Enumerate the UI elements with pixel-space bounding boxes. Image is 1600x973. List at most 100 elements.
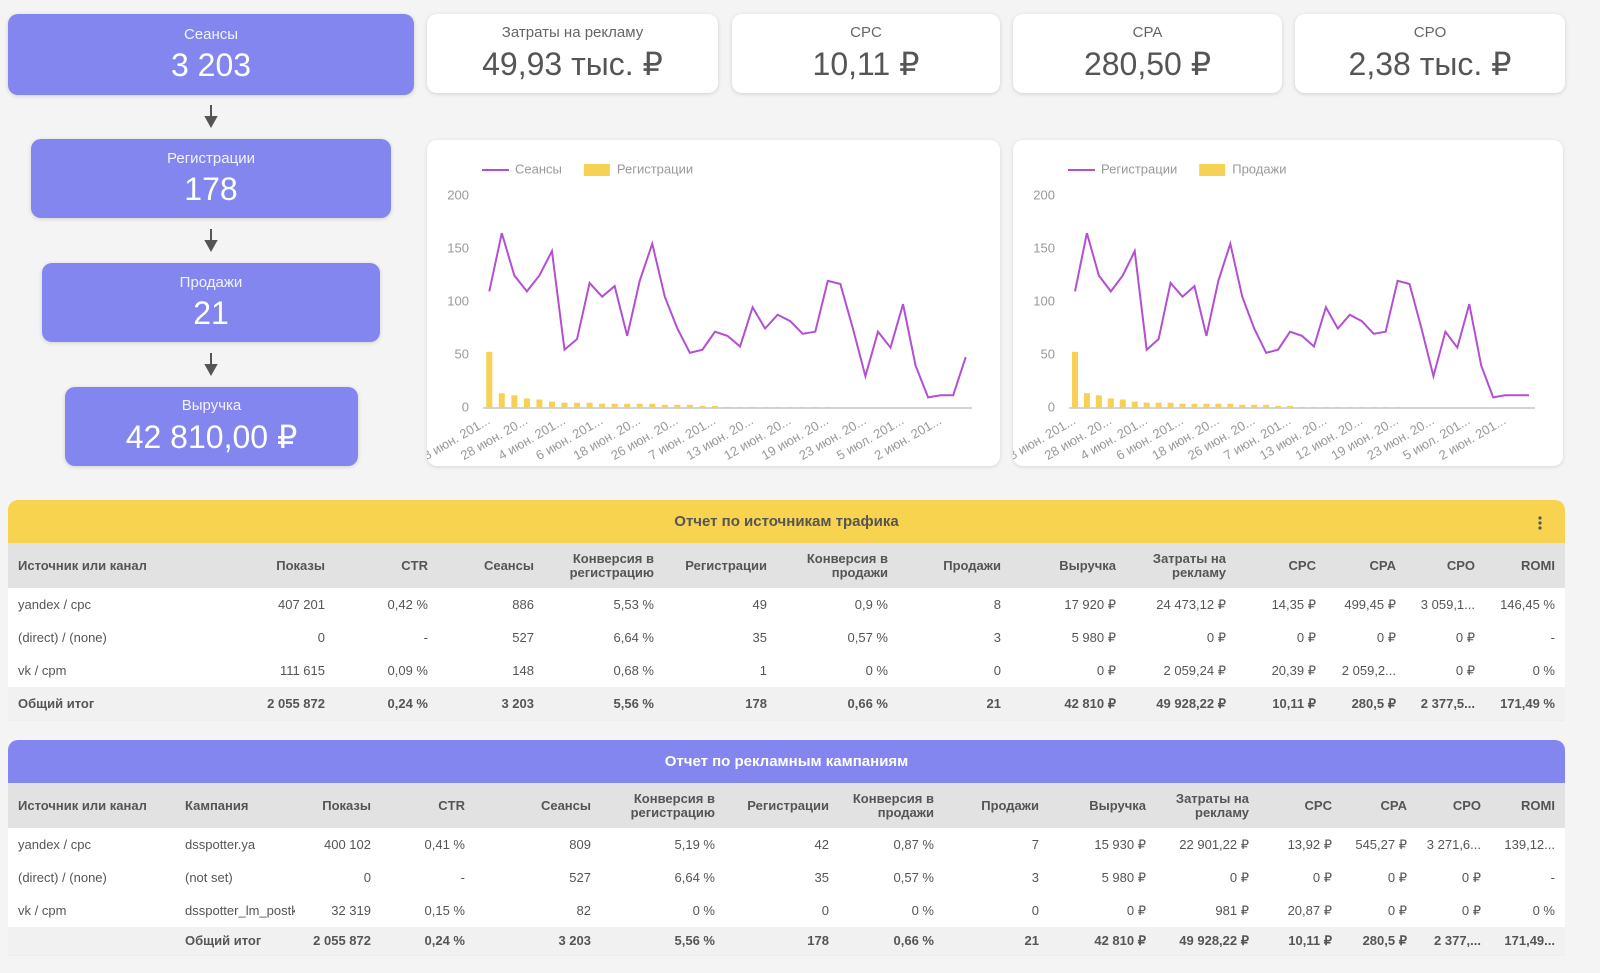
table-cell: 21 [1024, 933, 1039, 948]
table-cell: 0 [317, 629, 325, 645]
table-cell: 809 [569, 836, 591, 852]
funnel-label: Продажи [179, 273, 243, 291]
bar [1083, 393, 1090, 408]
column-header: Источник или канал [18, 797, 147, 813]
table-title: Отчет по источникам трафика [674, 513, 899, 530]
table-cell: 20,87 ₽ [1287, 902, 1332, 918]
bar [536, 399, 543, 408]
table-cell: 5,56 % [613, 695, 654, 711]
table-cell: 2 377,... [1434, 933, 1481, 948]
column-header: Источник или канал [18, 557, 147, 573]
column-header: Конверсия в продажи [806, 550, 888, 580]
y-tick-label: 100 [447, 293, 469, 308]
column-header: Кампания [185, 797, 249, 813]
table-cell: Общий итог [18, 695, 95, 711]
table-cell: 139,12... [1504, 836, 1555, 852]
table-cell: 0,87 % [893, 836, 934, 852]
bar [1346, 406, 1353, 408]
bar [824, 406, 831, 408]
table-cell: 0,42 % [387, 596, 428, 612]
bar [548, 401, 555, 408]
table-cell: 5,56 % [674, 933, 715, 948]
column-header: ROMI [1521, 557, 1555, 573]
chart-card: 0 50 100 150 200 8 июн. 201... 28 июн. 20... 4 … [420, 140, 1000, 466]
table-cell: 49 [752, 596, 767, 612]
table-cell: 8 [993, 596, 1001, 612]
bar [1191, 403, 1198, 408]
table-cell: 13,92 ₽ [1287, 836, 1332, 852]
table-title: Отчет по рекламным кампаниям [664, 753, 909, 770]
table-row [8, 621, 1565, 655]
funnel-value: 178 [184, 170, 238, 207]
bar [1275, 405, 1282, 408]
bar [1215, 403, 1222, 408]
bar [674, 404, 681, 408]
column-header: Выручка [1089, 797, 1146, 813]
table-row [8, 861, 1565, 895]
bar [787, 406, 794, 408]
bar [1263, 404, 1270, 408]
table-cell: 5 980 ₽ [1071, 629, 1116, 645]
y-tick-label: 150 [1033, 240, 1055, 255]
bar [1382, 406, 1389, 408]
table-cell: 886 [512, 596, 534, 612]
table-cell: 0 ₽ [1206, 629, 1226, 645]
table-cell: 1 [759, 662, 767, 678]
bar [1107, 398, 1114, 408]
table-cell: 0,66 % [893, 933, 934, 948]
table-cell: 42 810 ₽ [1094, 933, 1146, 948]
table-cell: Общий итог [185, 933, 262, 948]
line [488, 232, 967, 399]
table-cell: 82 [576, 902, 591, 918]
menu-icon[interactable] [1537, 516, 1543, 530]
table-cell: 0 ₽ [1376, 629, 1396, 645]
table-header-row [8, 783, 1565, 828]
column-header: CTR [401, 557, 428, 573]
legend-label: Продажи [1232, 161, 1286, 176]
table-cell: 15 930 ₽ [1094, 836, 1146, 852]
table-cell: 280,5 ₽ [1351, 695, 1396, 711]
legend-swatch [583, 164, 610, 176]
funnel-label: Регистрации [167, 149, 255, 167]
table-cell: 178 [745, 695, 767, 711]
funnel-value: 42 810,00 ₽ [125, 419, 298, 455]
bar [661, 404, 668, 408]
table-cell: (not set) [185, 869, 233, 885]
y-tick-label: 100 [1033, 293, 1055, 308]
column-header: Продажи [981, 797, 1039, 813]
column-header: Затраты на рекламу [1175, 790, 1249, 820]
bar [686, 404, 693, 408]
kpi-card: CPA 280,50 ₽ [1013, 14, 1282, 93]
table-cell: 0,24 % [424, 933, 465, 948]
bar [1310, 406, 1317, 408]
table-cell: 0 % [911, 902, 934, 918]
table-cell: - [1550, 629, 1555, 645]
kpi-value: 2,38 тыс. ₽ [1348, 46, 1512, 82]
table-cell: 5,53 % [613, 596, 654, 612]
table-cell: 0 ₽ [1229, 869, 1249, 885]
column-header: Выручка [1059, 557, 1116, 573]
column-header: CTR [438, 797, 465, 813]
bar [611, 403, 618, 408]
table-cell: 0 [363, 869, 371, 885]
kpi-label: CPA [1132, 24, 1163, 41]
kpi-value: 280,50 ₽ [1083, 46, 1212, 82]
table-cell: - [460, 869, 465, 885]
table-cell: 49 928,22 ₽ [1156, 695, 1226, 711]
table-cell: 0 % [692, 902, 715, 918]
table-title-bar: Отчет по рекламным кампаниям [8, 740, 1565, 783]
column-header: Затраты на рекламу [1152, 550, 1226, 580]
table-cell: 178 [807, 933, 829, 948]
column-header: Конверсия в регистрацию [630, 790, 715, 820]
table-cell: 6,64 % [674, 869, 715, 885]
table-header-row [8, 543, 1565, 588]
table-cell: 5 980 ₽ [1101, 869, 1146, 885]
bar [1334, 406, 1341, 408]
table-cell: 17 920 ₽ [1064, 596, 1116, 612]
table-cell: 0 ₽ [1461, 902, 1481, 918]
y-tick-label: 150 [447, 240, 469, 255]
column-header: Продажи [943, 557, 1001, 573]
bar [1394, 406, 1401, 408]
table-cell: 10,11 ₽ [1288, 933, 1332, 948]
